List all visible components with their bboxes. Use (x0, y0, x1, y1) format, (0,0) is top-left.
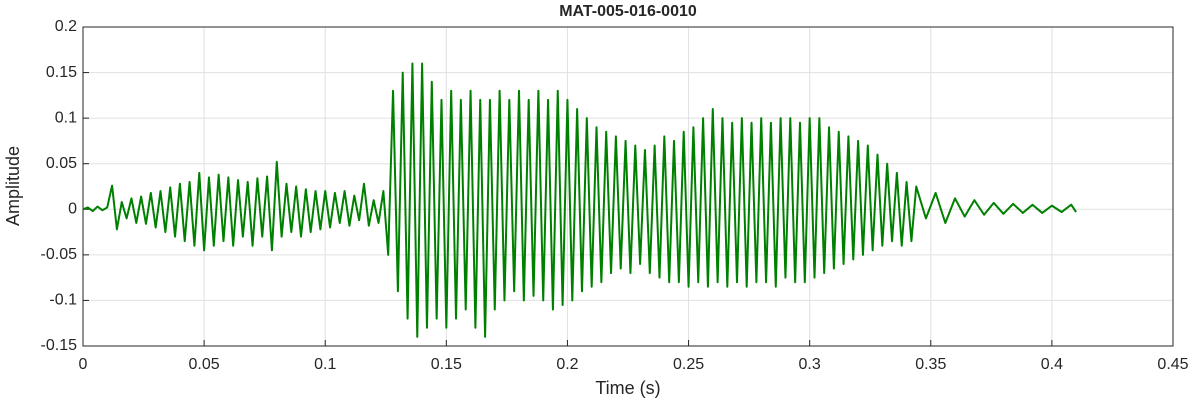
x-tick-label: 0.45 (1157, 356, 1188, 373)
y-tick-label: 0.1 (55, 109, 77, 126)
x-axis-label: Time (s) (595, 378, 660, 398)
y-tick-label: 0.2 (55, 18, 77, 35)
x-tick-label: 0.25 (673, 356, 704, 373)
x-tick-label: 0.15 (431, 356, 462, 373)
x-tick-label: 0 (79, 356, 88, 373)
y-tick-label: -0.05 (41, 246, 78, 263)
y-tick-label: 0.15 (46, 64, 77, 81)
y-tick-label: -0.15 (41, 337, 78, 354)
y-tick-label: 0 (68, 201, 77, 218)
y-tick-label: 0.05 (46, 155, 77, 172)
chart-title: MAT-005-016-0010 (559, 3, 697, 20)
x-tick-label: 0.3 (799, 356, 821, 373)
x-tick-label: 0.05 (189, 356, 220, 373)
x-tick-label: 0.35 (915, 356, 946, 373)
x-tick-label: 0.4 (1041, 356, 1063, 373)
x-tick-label: 0.1 (314, 356, 336, 373)
y-tick-label: -0.1 (49, 292, 77, 309)
y-axis-label: Amplitude (3, 146, 23, 226)
axes-box (82, 26, 1174, 347)
x-tick-label: 0.2 (556, 356, 578, 373)
waveform-line (82, 62, 1077, 338)
